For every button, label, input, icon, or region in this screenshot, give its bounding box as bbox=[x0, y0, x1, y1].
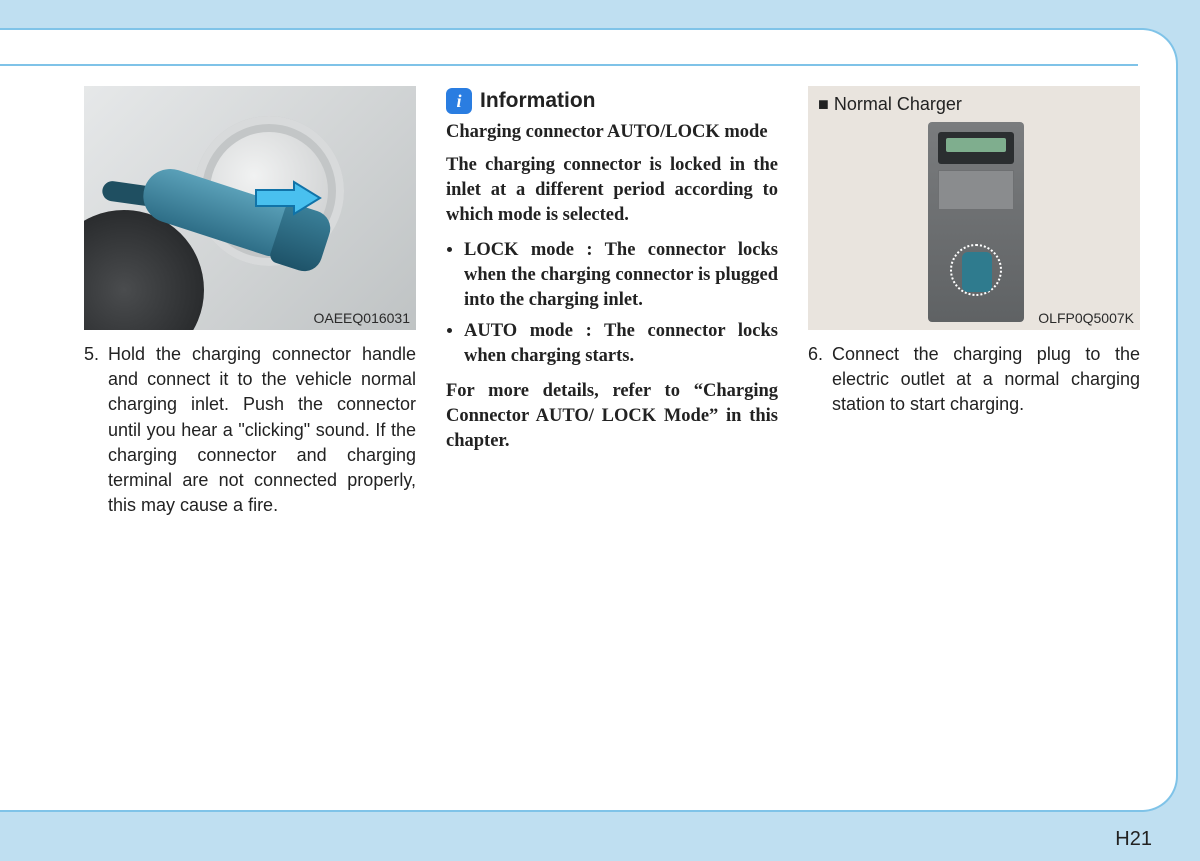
info-paragraph-2: For more details, refer to “Charging Con… bbox=[446, 379, 778, 454]
info-subtitle: Charging connector AUTO/LOCK mode bbox=[446, 122, 778, 143]
column-3: ■ Normal Charger OLFP0Q5007K 6. Connect … bbox=[808, 86, 1140, 518]
arrow-icon bbox=[254, 178, 324, 218]
info-title: Information bbox=[480, 89, 596, 113]
manual-page: OAEEQ016031 5. Hold the charging connect… bbox=[0, 28, 1178, 812]
figure-code: OLFP0Q5007K bbox=[1038, 310, 1134, 326]
bullet-lock-mode: LOCK mode : The connector locks when the… bbox=[464, 238, 778, 313]
figure-charging-connector: OAEEQ016031 bbox=[84, 86, 416, 330]
step-text: Hold the charging connector han­dle and … bbox=[108, 342, 416, 518]
figure-code: OAEEQ016031 bbox=[313, 310, 410, 326]
step-number: 5. bbox=[84, 342, 108, 518]
column-2: i Information Charging connector AUTO/LO… bbox=[446, 86, 778, 518]
info-icon: i bbox=[446, 88, 472, 114]
bullet-auto-mode: AUTO mode : The connector locks when cha… bbox=[464, 319, 778, 369]
figure-normal-charger: ■ Normal Charger OLFP0Q5007K bbox=[808, 86, 1140, 330]
step-5: 5. Hold the charging connector han­dle a… bbox=[84, 342, 416, 518]
step-text: Connect the charging plug to the electri… bbox=[832, 342, 1140, 418]
column-1: OAEEQ016031 5. Hold the charging connect… bbox=[84, 86, 416, 518]
header-rule bbox=[0, 64, 1138, 66]
info-heading: i Information bbox=[446, 88, 778, 114]
info-bullets: LOCK mode : The connector locks when the… bbox=[446, 238, 778, 369]
step-number: 6. bbox=[808, 342, 832, 418]
page-number: H21 bbox=[1115, 828, 1152, 851]
content-columns: OAEEQ016031 5. Hold the charging connect… bbox=[84, 86, 1144, 518]
step-6: 6. Connect the charging plug to the elec… bbox=[808, 342, 1140, 418]
info-paragraph-1: The charging connector is locked in the … bbox=[446, 153, 778, 228]
figure-label: ■ Normal Charger bbox=[818, 94, 962, 115]
